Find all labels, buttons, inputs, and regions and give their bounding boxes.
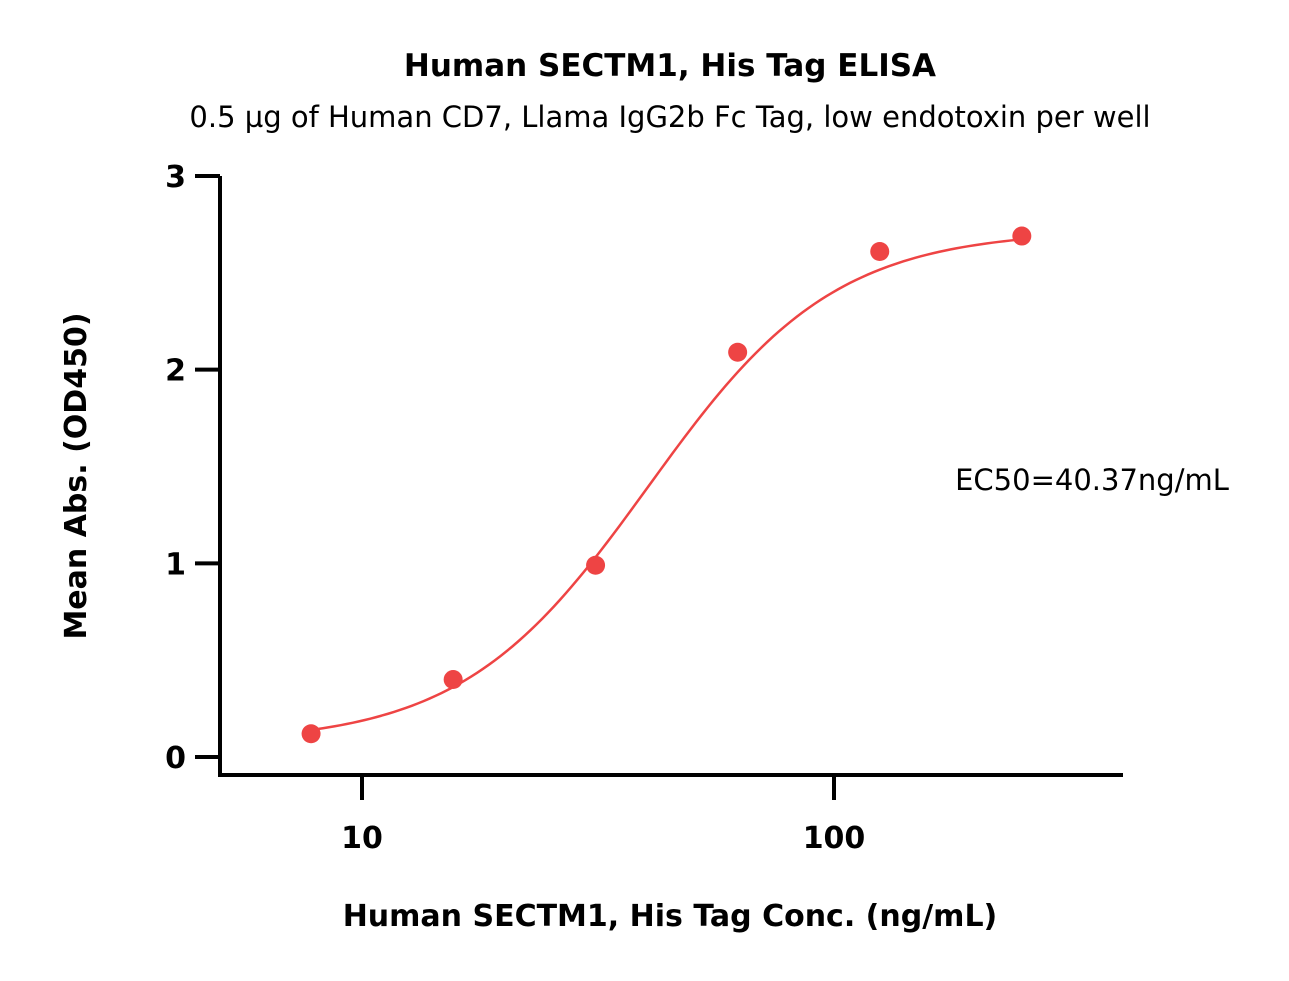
x-axis-title: Human SECTM1, His Tag Conc. (ng/mL): [343, 899, 998, 934]
y-tick-label: 1: [165, 547, 186, 582]
data-points-layer: [301, 226, 1032, 744]
x-tick-label: 10: [341, 821, 383, 856]
x-tick-label: 100: [803, 821, 866, 856]
data-point: [586, 555, 606, 575]
y-tick-label: 0: [165, 741, 186, 776]
data-point: [1012, 226, 1032, 246]
data-point: [728, 342, 748, 362]
data-point: [870, 242, 890, 262]
data-point: [301, 724, 321, 744]
chart-title: Human SECTM1, His Tag ELISA: [403, 48, 937, 84]
y-axis-title: Mean Abs. (OD450): [59, 312, 94, 639]
y-tick-label: 2: [165, 354, 186, 389]
fit-curve-layer: [310, 238, 1022, 732]
y-tick-label: 3: [165, 160, 186, 195]
data-point: [443, 670, 463, 690]
ec50-annotation: EC50=40.37ng/mL: [955, 463, 1229, 497]
axes: 0 1 2 3 10 100: [165, 160, 1123, 856]
chart-subtitle: 0.5 µg of Human CD7, Llama IgG2b Fc Tag,…: [189, 100, 1151, 134]
fit-curve: [310, 238, 1022, 732]
